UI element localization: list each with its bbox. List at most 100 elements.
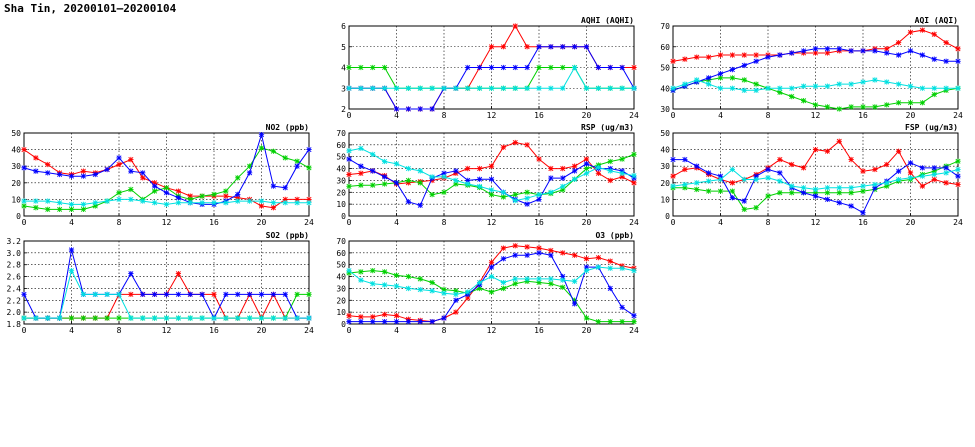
data-point bbox=[116, 190, 122, 196]
data-point bbox=[346, 171, 352, 178]
data-point bbox=[393, 272, 400, 279]
y-tick-label: 50 bbox=[660, 129, 670, 138]
x-tick-label: 20 bbox=[582, 111, 592, 120]
data-point bbox=[670, 58, 676, 64]
x-tick-label: 16 bbox=[858, 111, 868, 120]
data-point bbox=[104, 166, 110, 173]
data-point bbox=[500, 256, 507, 262]
data-point bbox=[607, 258, 613, 264]
x-tick-label: 8 bbox=[117, 218, 122, 227]
data-point bbox=[211, 315, 217, 321]
data-point bbox=[92, 315, 98, 321]
data-point bbox=[884, 161, 890, 168]
y-tick-label: 70 bbox=[660, 22, 670, 31]
y-tick-label: 1.8 bbox=[7, 320, 22, 329]
data-point bbox=[919, 27, 926, 33]
data-point bbox=[955, 166, 961, 173]
data-point bbox=[729, 52, 736, 58]
data-point bbox=[595, 164, 602, 171]
data-point bbox=[476, 183, 483, 189]
data-point bbox=[358, 269, 364, 275]
x-tick-label: 16 bbox=[534, 111, 544, 120]
series-3 bbox=[346, 64, 637, 91]
data-point bbox=[583, 170, 590, 176]
data-point bbox=[116, 315, 122, 321]
y-tick-label: 30 bbox=[660, 162, 670, 171]
data-point bbox=[955, 85, 961, 91]
data-point bbox=[488, 44, 495, 50]
data-point bbox=[741, 77, 747, 83]
data-point bbox=[717, 188, 724, 194]
data-point bbox=[812, 190, 819, 196]
data-point bbox=[370, 182, 376, 188]
data-point bbox=[358, 314, 364, 320]
data-point bbox=[717, 75, 724, 81]
x-tick-label: 4 bbox=[394, 218, 399, 227]
data-point bbox=[777, 89, 783, 96]
data-point bbox=[199, 315, 205, 321]
data-point bbox=[583, 315, 590, 321]
data-point bbox=[187, 291, 193, 297]
data-point bbox=[919, 85, 926, 91]
data-point bbox=[429, 288, 435, 294]
data-point bbox=[151, 291, 158, 297]
data-point bbox=[907, 83, 914, 89]
y-tick-label: 60 bbox=[336, 249, 346, 258]
y-tick-label: 0 bbox=[16, 212, 21, 221]
data-point bbox=[465, 64, 471, 71]
data-point bbox=[512, 276, 518, 282]
data-point bbox=[128, 196, 134, 203]
data-point bbox=[358, 163, 364, 169]
data-point bbox=[488, 85, 495, 91]
data-point bbox=[631, 318, 637, 325]
data-point bbox=[175, 315, 182, 321]
data-point bbox=[270, 291, 277, 297]
x-tick-label: 20 bbox=[582, 326, 592, 335]
data-point bbox=[729, 166, 736, 173]
data-point bbox=[500, 44, 507, 50]
data-point bbox=[548, 44, 554, 50]
data-point bbox=[453, 309, 459, 315]
data-point bbox=[955, 46, 961, 52]
data-point bbox=[175, 195, 182, 201]
data-point bbox=[571, 176, 578, 182]
x-tick-label: 24 bbox=[304, 326, 314, 335]
data-point bbox=[429, 106, 435, 112]
data-point bbox=[476, 85, 483, 91]
data-point bbox=[524, 189, 530, 195]
data-point bbox=[741, 87, 747, 93]
data-point bbox=[812, 102, 819, 108]
chart-title: RSP (ug/m3) bbox=[581, 123, 634, 132]
data-point bbox=[907, 175, 914, 181]
data-point bbox=[931, 85, 937, 91]
data-point bbox=[694, 77, 700, 83]
data-point bbox=[235, 198, 241, 204]
data-point bbox=[536, 192, 542, 198]
data-point bbox=[68, 173, 75, 179]
data-point bbox=[524, 85, 530, 91]
data-point bbox=[536, 44, 542, 50]
data-point bbox=[128, 315, 134, 321]
y-tick-label: 60 bbox=[660, 43, 670, 52]
data-point bbox=[465, 177, 471, 184]
data-point bbox=[895, 176, 902, 183]
x-tick-label: 4 bbox=[69, 326, 74, 335]
data-point bbox=[294, 196, 300, 203]
data-point bbox=[536, 279, 542, 286]
data-point bbox=[104, 315, 110, 321]
series-2 bbox=[670, 46, 961, 93]
x-tick-label: 24 bbox=[629, 326, 639, 335]
data-point bbox=[812, 46, 819, 52]
data-point bbox=[21, 198, 27, 204]
y-tick-label: 20 bbox=[336, 296, 346, 305]
data-point bbox=[21, 315, 27, 321]
data-point bbox=[800, 98, 807, 104]
data-point bbox=[717, 85, 724, 91]
data-point bbox=[931, 176, 937, 183]
data-point bbox=[294, 158, 300, 164]
y-tick-label: 60 bbox=[336, 141, 346, 150]
data-point bbox=[381, 64, 388, 71]
data-point bbox=[789, 85, 795, 91]
data-point bbox=[258, 203, 265, 209]
data-point bbox=[789, 183, 795, 189]
